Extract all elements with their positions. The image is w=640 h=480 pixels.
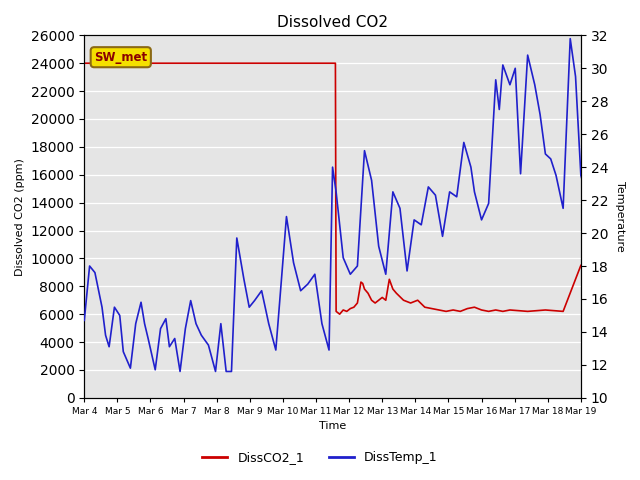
Legend: DissCO2_1, DissTemp_1: DissCO2_1, DissTemp_1 xyxy=(197,446,443,469)
Y-axis label: Temperature: Temperature xyxy=(615,181,625,252)
Text: SW_met: SW_met xyxy=(94,51,147,64)
Y-axis label: Dissolved CO2 (ppm): Dissolved CO2 (ppm) xyxy=(15,157,25,276)
Title: Dissolved CO2: Dissolved CO2 xyxy=(277,15,388,30)
X-axis label: Time: Time xyxy=(319,421,346,432)
